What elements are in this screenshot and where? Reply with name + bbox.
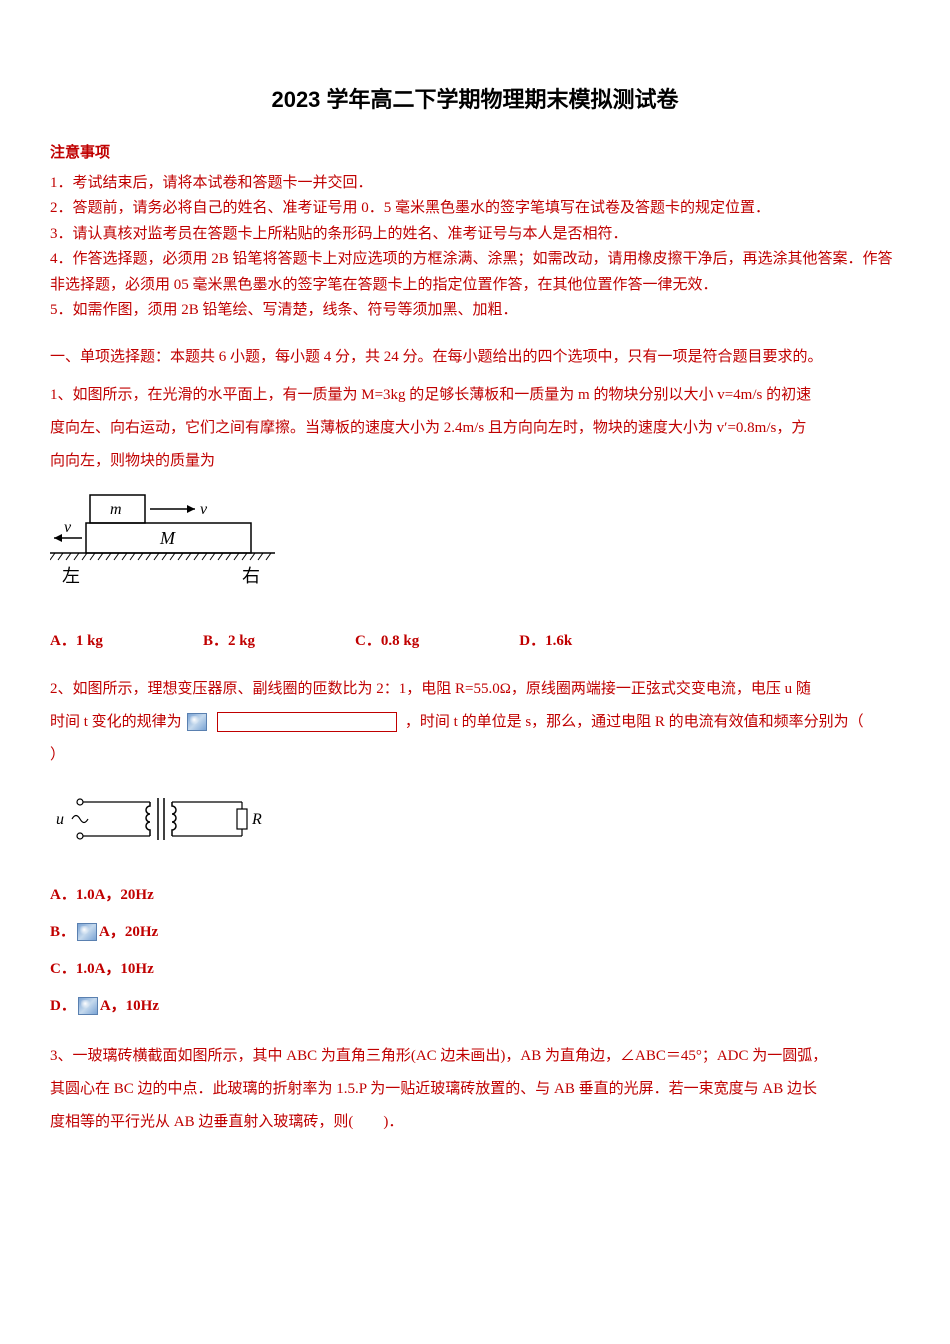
q2-fig-R: R [251, 811, 262, 828]
question-2: 2、如图所示，理想变压器原、副线圈的匝数比为 2：1，电阻 R=55.0Ω，原线… [50, 673, 900, 772]
q2-text-line3: ） [50, 747, 65, 763]
q2-option-b-image-icon [77, 923, 97, 941]
section-1-heading: 一、单项选择题：本题共 6 小题，每小题 4 分，共 24 分。在每小题给出的四… [50, 344, 900, 371]
page-title: 2023 学年高二下学期物理期末模拟测试卷 [50, 80, 900, 120]
formula-blank [217, 712, 397, 732]
q2-text-line2b: ，时间 t 的单位是 s，那么，通过电阻 R 的电流有效值和频率分别为（ [405, 714, 864, 730]
q2-option-b-suffix: A，20Hz [99, 919, 158, 946]
q2-text-line2a: 时间 t 变化的规律为 [50, 714, 182, 730]
q2-option-d-prefix: D． [50, 993, 76, 1020]
q2-figure: u R [50, 784, 900, 864]
q3-text-line3: 度相等的平行光从 AB 边垂直射入玻璃砖，则( )． [50, 1114, 403, 1130]
question-3: 3、一玻璃砖横截面如图所示，其中 ABC 为直角三角形(AC 边未画出)，AB … [50, 1040, 900, 1139]
q2-text-line1: 2、如图所示，理想变压器原、副线圈的匝数比为 2：1，电阻 R=55.0Ω，原线… [50, 681, 811, 697]
q1-option-a: A．1 kg [50, 628, 103, 655]
notice-heading: 注意事项 [50, 140, 900, 167]
q2-option-d-suffix: A，10Hz [100, 993, 159, 1020]
notice-item-1: 1．考试结束后，请将本试卷和答题卡一并交回． [50, 171, 900, 197]
q1-options: A．1 kg B．2 kg C．0.8 kg D．1.6k [50, 628, 900, 655]
q2-option-d-image-icon [78, 997, 98, 1015]
q2-options: A．1.0A，20Hz B． A，20Hz C．1.0A，10Hz D． A，1… [50, 882, 900, 1020]
q2-option-c: C．1.0A，10Hz [50, 956, 900, 983]
q2-fig-u: u [56, 811, 64, 828]
q1-fig-M: M [159, 528, 176, 548]
q1-text-line2: 度向左、向右运动，它们之间有摩擦。当薄板的速度大小为 2.4m/s 且方向向左时… [50, 420, 806, 436]
q1-fig-left-label: 左 [62, 566, 80, 586]
q1-text-line1: 1、如图所示，在光滑的水平面上，有一质量为 M=3kg 的足够长薄板和一质量为 … [50, 387, 811, 403]
q2-option-d: D． A，10Hz [50, 993, 900, 1020]
q3-text-line2: 其圆心在 BC 边的中点．此玻璃的折射率为 1.5.P 为一贴近玻璃砖放置的、与… [50, 1081, 817, 1097]
q3-text-line1: 3、一玻璃砖横截面如图所示，其中 ABC 为直角三角形(AC 边未画出)，AB … [50, 1048, 827, 1064]
q2-option-a: A．1.0A，20Hz [50, 882, 900, 909]
q1-figure: m v M v 左 右 [50, 490, 900, 610]
formula-image-icon [187, 713, 207, 731]
q1-fig-m: m [110, 501, 122, 518]
q1-option-b: B．2 kg [203, 628, 255, 655]
q1-fig-right-label: 右 [242, 566, 260, 586]
q1-option-d: D．1.6k [519, 628, 572, 655]
notice-item-4: 4．作答选择题，必须用 2B 铅笔将答题卡上对应选项的方框涂满、涂黑；如需改动，… [50, 247, 900, 298]
notice-item-2: 2．答题前，请务必将自己的姓名、准考证号用 0．5 毫米黑色墨水的签字笔填写在试… [50, 196, 900, 222]
q1-fig-v-left: v [64, 519, 72, 536]
q1-text-line3: 向向左，则物块的质量为 [50, 453, 215, 469]
q1-option-c: C．0.8 kg [355, 628, 419, 655]
notice-item-5: 5．如需作图，须用 2B 铅笔绘、写清楚，线条、符号等须加黑、加粗． [50, 298, 900, 324]
q2-option-b-prefix: B． [50, 919, 75, 946]
question-1: 1、如图所示，在光滑的水平面上，有一质量为 M=3kg 的足够长薄板和一质量为 … [50, 379, 900, 478]
q1-fig-v-right: v [200, 501, 208, 518]
notice-item-3: 3．请认真核对监考员在答题卡上所粘贴的条形码上的姓名、准考证号与本人是否相符． [50, 222, 900, 248]
q2-option-b: B． A，20Hz [50, 919, 900, 946]
